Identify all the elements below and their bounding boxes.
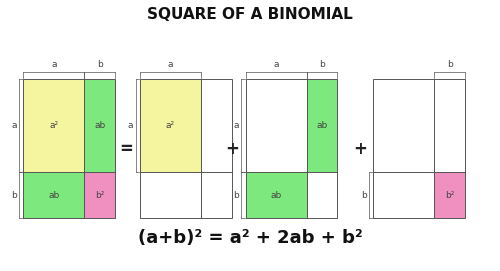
Bar [84,79,115,172]
Bar [140,79,201,172]
Bar [306,79,337,172]
Text: b: b [97,60,102,69]
Text: b: b [361,191,366,200]
Text: =: = [120,140,134,158]
Text: a: a [234,121,239,130]
Text: a: a [128,121,134,130]
Bar [246,79,337,218]
Text: a: a [51,60,57,69]
Bar [24,79,84,172]
Bar [84,172,115,218]
Text: b²: b² [95,191,104,200]
Text: ab: ab [316,121,328,130]
Text: SQUARE OF A BINOMIAL: SQUARE OF A BINOMIAL [147,7,353,22]
Bar [434,172,465,218]
Bar [374,79,465,218]
Text: a: a [274,60,279,69]
Text: +: + [226,140,239,158]
Text: a²: a² [50,121,58,130]
Text: b: b [233,191,239,200]
Text: a: a [11,121,16,130]
Text: a: a [168,60,173,69]
Text: b: b [11,191,16,200]
Text: b: b [319,60,325,69]
Text: ab: ab [94,121,106,130]
Bar [140,79,232,218]
Text: ab: ab [270,191,281,200]
Bar [24,172,84,218]
Text: +: + [353,140,367,158]
Text: b: b [447,60,452,69]
Text: (a+b)² = a² + 2ab + b²: (a+b)² = a² + 2ab + b² [138,229,362,247]
Text: b²: b² [445,191,454,200]
Bar [24,79,115,218]
Text: a²: a² [166,121,175,130]
Bar [246,172,306,218]
Text: ab: ab [48,191,60,200]
